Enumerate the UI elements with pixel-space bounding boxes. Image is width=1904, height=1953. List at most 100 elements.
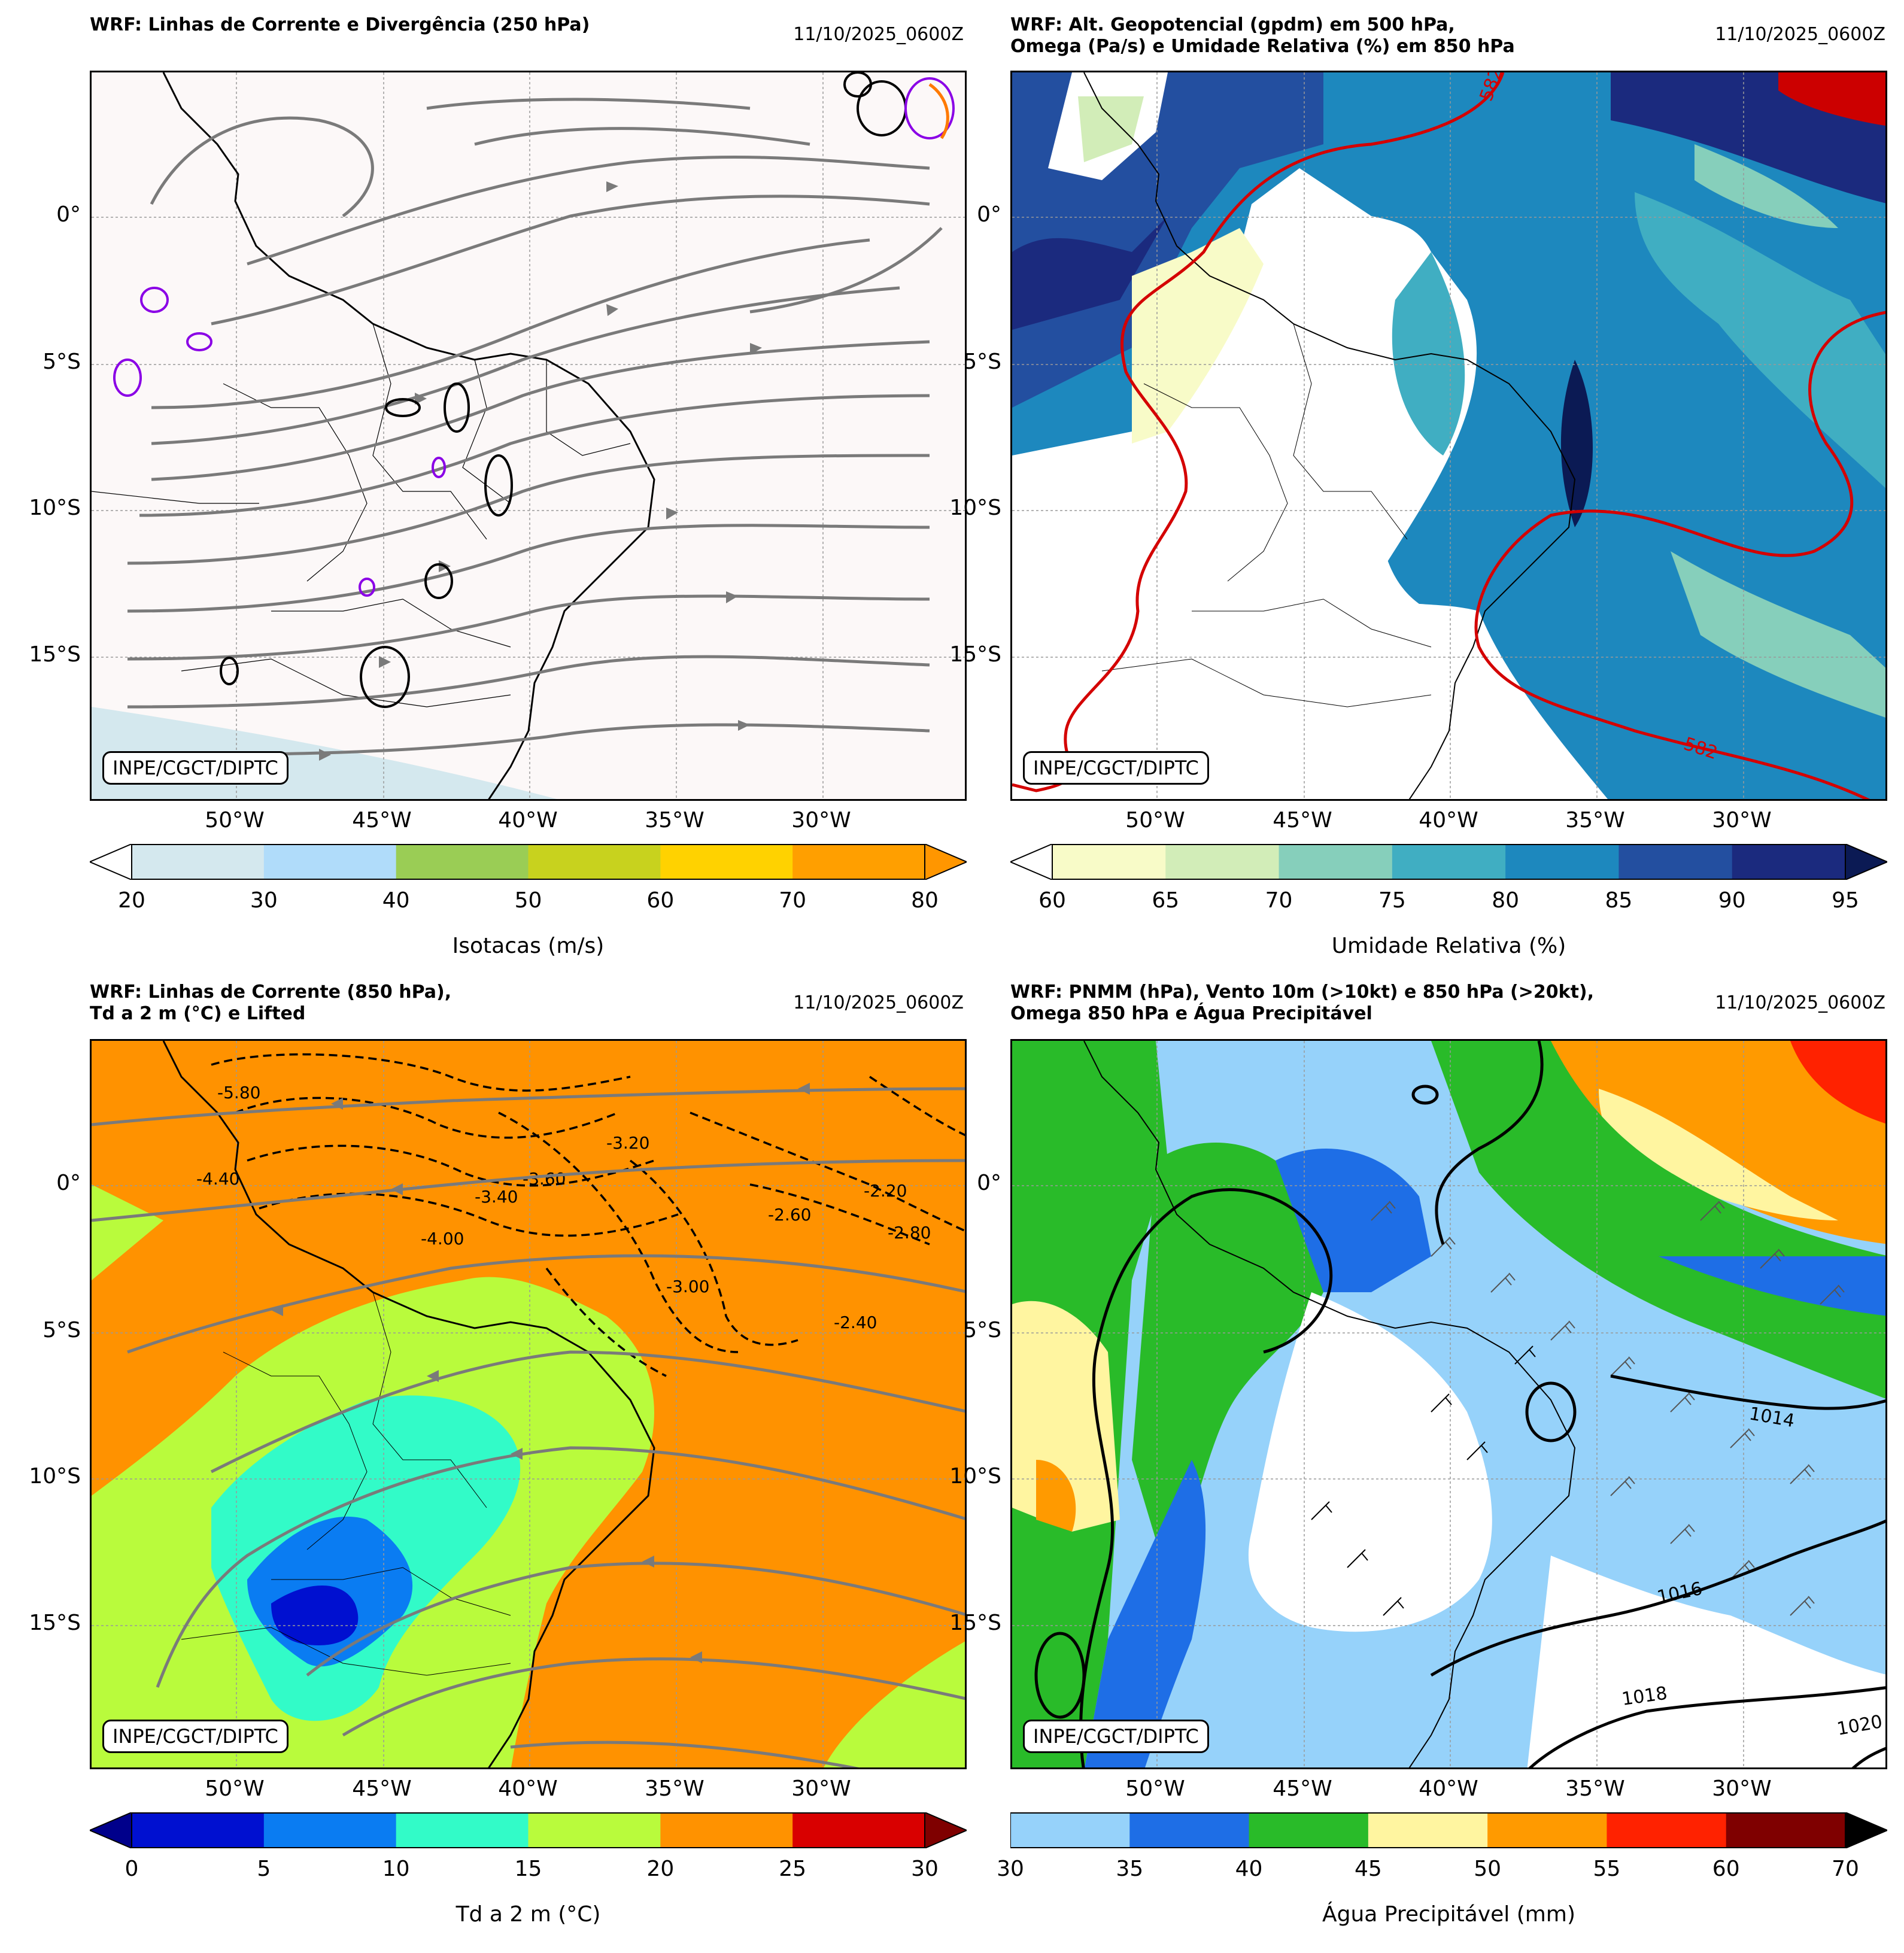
colorbar-bin [1726, 1812, 1846, 1848]
colorbar-tick-label: 10 [382, 1857, 410, 1881]
colorbar-bin [660, 844, 793, 880]
wind-barbs-black [1311, 1345, 1536, 1616]
streamline-arrow-icon [738, 720, 750, 731]
map-250hpa[interactable]: INPE/CGCT/DIPTC [90, 71, 967, 801]
panel-date: 11/10/2025_0600Z [1715, 992, 1885, 1013]
streamline-arrow-icon [666, 508, 678, 520]
colorbar-bin [396, 1812, 529, 1848]
colorbar-tick-label: 50 [514, 888, 542, 913]
colorbar-tick-label: 30 [250, 888, 278, 913]
panel-title: WRF: Linhas de Corrente e Divergência (2… [90, 14, 590, 35]
isobars [1034, 1041, 1885, 1767]
divergence-contours [220, 72, 907, 708]
pw-35-40-area-e [1659, 1256, 1885, 1316]
wind-barb-icon [1490, 1272, 1516, 1293]
colorbar-bin [263, 844, 397, 880]
pw-40-45-area-b [1132, 1143, 1333, 1580]
lon-label: 45°W [1273, 1776, 1332, 1801]
lat-label: 10°S [949, 1464, 1001, 1489]
lat-label: 5°S [42, 1318, 81, 1343]
lat-label: 15°S [29, 642, 81, 667]
wind-barb-icon [1700, 1201, 1725, 1221]
streamline-arrow-icon [379, 656, 391, 668]
colorbar-bin [1732, 844, 1846, 880]
map-500hpa[interactable]: 582 582 INPE/CGCT/DIPTC [1010, 71, 1887, 801]
lat-label: 5°S [963, 350, 1001, 374]
colorbar-label: Isotacas (m/s) [452, 934, 605, 958]
colorbar-bin [263, 1812, 397, 1848]
lon-label: 45°W [352, 808, 412, 833]
colorbar-extend-max [1845, 843, 1889, 881]
gridlines [1012, 1041, 1885, 1767]
rh-75-area-e [1635, 192, 1885, 488]
colorbar-bin [1010, 1812, 1130, 1848]
streamlines [92, 1087, 965, 1767]
lon-label: 45°W [1273, 808, 1332, 833]
colorbar-label: Td a 2 m (°C) [455, 1902, 601, 1927]
rh-65-area [1078, 96, 1144, 162]
lifted-label: -5.80 [217, 1083, 260, 1102]
wind-barb-icon [1790, 1596, 1815, 1616]
coastline [1083, 72, 1576, 799]
colorbar-tick-label: 20 [118, 888, 145, 913]
lat-label: 15°S [29, 1611, 81, 1635]
map-850hpa-td[interactable]: -4.40 -4.00 -3.60 -3.40 -3.20 -3.00 -2.8… [90, 1039, 967, 1769]
colorbar-tick-label: 95 [1832, 888, 1859, 913]
lon-label: 50°W [1125, 808, 1185, 833]
td-0-5-area [271, 1586, 359, 1645]
geopotential-contour-582 [1012, 72, 1505, 792]
omega-red-area [1778, 72, 1885, 126]
lon-label: 40°W [1419, 1776, 1478, 1801]
wind-barb-icon [1371, 1201, 1396, 1221]
colorbar-extend-max [924, 1811, 968, 1849]
geopotential-contour-582b [1474, 311, 1885, 799]
rh-70-area-n [1695, 144, 1838, 228]
colorbar-umidade: 60 65 70 75 80 85 90 95 [1009, 843, 1889, 913]
coastline [162, 1041, 655, 1767]
lon-label: 40°W [498, 808, 558, 833]
lat-label: 0° [977, 1171, 1001, 1195]
colorbar-bin [396, 844, 529, 880]
lon-label: 40°W [498, 1776, 558, 1801]
colorbar-bin [1505, 844, 1619, 880]
colorbar-bin [660, 1812, 793, 1848]
lifted-label: -3.40 [475, 1187, 518, 1207]
colorbar-extend-max [1845, 1811, 1889, 1849]
lifted-label: -4.00 [421, 1229, 464, 1249]
isobar-label: 1014 [1748, 1403, 1796, 1432]
pw-low-area-s [1527, 1556, 1885, 1767]
credit-label: INPE/CGCT/DIPTC [102, 751, 289, 785]
lon-label: 30°W [1712, 1776, 1772, 1801]
map-500hpa-svg: 582 582 [1012, 72, 1885, 799]
colorbar-tick-label: 90 [1718, 888, 1746, 913]
colorbar-svg [1010, 1811, 1889, 1849]
lifted-label: -4.40 [196, 1169, 239, 1189]
lat-label: 10°S [29, 496, 81, 520]
pw-45-50-area-n [1599, 1089, 1838, 1220]
lifted-label: -3.00 [666, 1277, 709, 1296]
panel-date: 11/10/2025_0600Z [793, 24, 964, 45]
pw-35-40-area [1276, 1149, 1431, 1292]
td-15-20-area-se [824, 1641, 965, 1767]
divergence-contours-purple [113, 77, 955, 597]
colorbar-tick-label: 40 [382, 888, 410, 913]
colorbar-isotacas: 20 30 40 50 60 70 80 [88, 843, 968, 913]
colorbar-tick-label: 65 [1152, 888, 1180, 913]
dry-region [1012, 216, 1538, 799]
wind-barb-icon [1431, 1237, 1456, 1257]
map-pnmm-svg: 1014 1016 1018 1020 [1012, 1041, 1885, 1767]
wind-barb-icon [1760, 1249, 1785, 1269]
colorbar-bin [132, 1812, 265, 1848]
streamline-arrow-icon [606, 304, 618, 316]
lon-label: 50°W [205, 808, 265, 833]
isotach-contour [928, 83, 949, 139]
map-pnmm[interactable]: 1014 1016 1018 1020 INPE/CGCT/DIPTC [1010, 1039, 1887, 1769]
pw-low-area [1248, 1292, 1492, 1632]
state-borders [92, 323, 631, 707]
wind-barbs [1371, 1201, 1845, 1616]
colorbar-tick-label: 80 [911, 888, 939, 913]
lat-label: 5°S [42, 350, 81, 374]
colorbar-tick-label: 15 [514, 1857, 542, 1881]
streamline-arrow-icon [331, 1098, 343, 1110]
panel-title: WRF: Linhas de Corrente (850 hPa), Td a … [90, 982, 452, 1024]
